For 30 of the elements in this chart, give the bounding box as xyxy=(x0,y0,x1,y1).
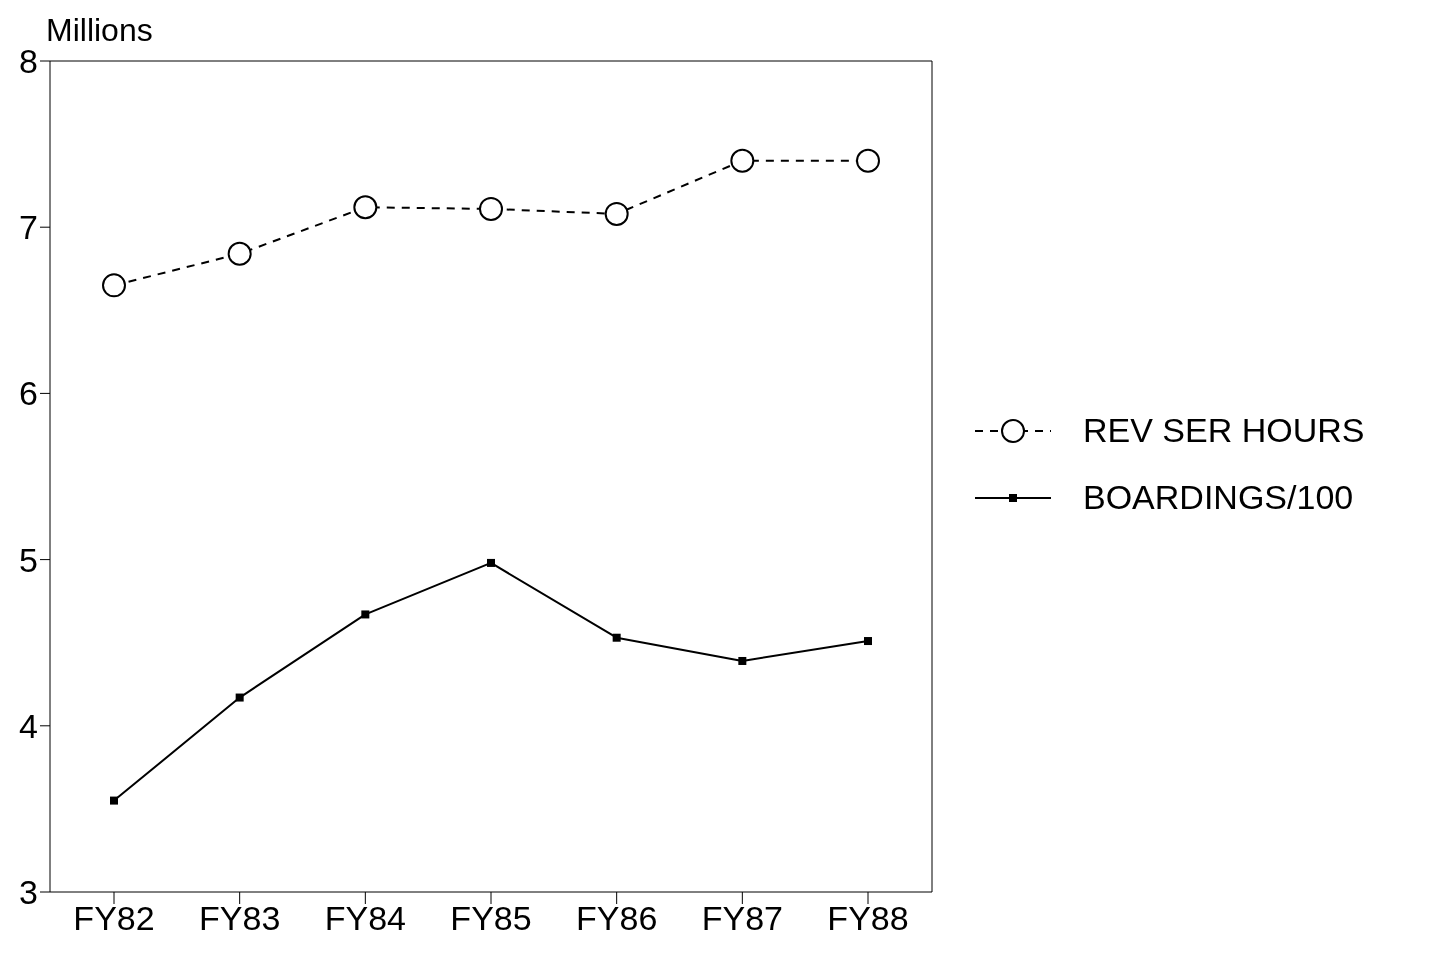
x-tick-label: FY88 xyxy=(827,899,909,938)
point xyxy=(864,637,872,646)
point xyxy=(612,633,621,642)
point xyxy=(487,558,495,567)
point xyxy=(110,796,118,805)
y-tick-label: 3 xyxy=(19,873,38,912)
y-tick-label: 7 xyxy=(19,208,38,247)
point xyxy=(353,195,378,220)
x-tick-label: FY84 xyxy=(324,899,406,938)
x-tick-label: FY87 xyxy=(701,899,783,938)
y-tick-label: 6 xyxy=(19,374,38,413)
point xyxy=(227,241,252,266)
point xyxy=(235,693,244,702)
point xyxy=(738,656,747,665)
y-tick-label: 4 xyxy=(19,706,38,745)
point xyxy=(479,196,503,221)
point xyxy=(604,201,629,226)
x-tick-label: FY82 xyxy=(73,899,155,938)
legend-label: BOARDINGS/100 xyxy=(1083,478,1354,517)
x-tick-label: FY85 xyxy=(450,899,532,938)
y-tick-label: 8 xyxy=(19,42,38,81)
x-tick-label: FY86 xyxy=(576,899,658,938)
legend-label: REV SER HOURS xyxy=(1083,411,1365,450)
point xyxy=(730,148,755,173)
point xyxy=(361,610,370,619)
point xyxy=(102,273,126,298)
y-tick-label: 5 xyxy=(19,540,38,579)
point xyxy=(856,148,880,173)
x-tick-label: FY83 xyxy=(199,899,281,938)
y-axis-title: Millions xyxy=(46,12,153,49)
